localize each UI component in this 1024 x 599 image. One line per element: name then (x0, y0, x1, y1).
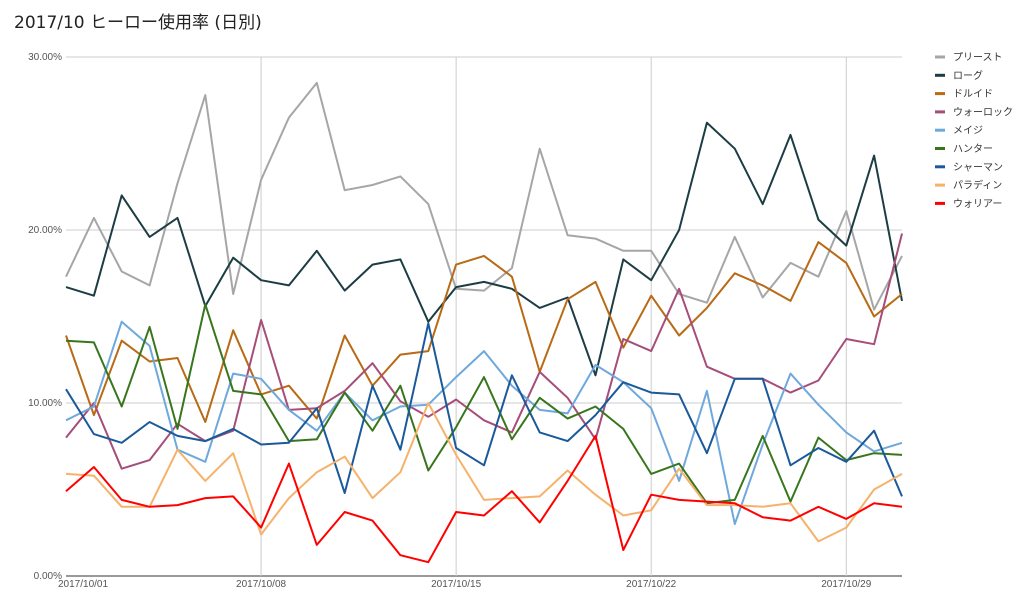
legend-label: ローグ (953, 69, 983, 82)
series-line-1 (65, 121, 903, 377)
series-line-7 (65, 402, 903, 543)
legend-label: ウォーロック (953, 106, 1013, 118)
x-tick-label: 2017/10/15 (431, 579, 481, 590)
series-line-6 (65, 322, 903, 497)
series-line-4 (65, 320, 903, 526)
y-tick-label: 20.00% (28, 225, 62, 236)
x-tick-label: 2017/10/22 (626, 579, 676, 590)
x-tick-label: 2017/10/29 (821, 579, 871, 590)
series-line-8 (65, 434, 903, 564)
legend-label: シャーマン (953, 162, 1003, 173)
chart-title: 2017/10 ヒーロー使用率 (日別) (14, 13, 262, 33)
legend-label: プリースト (953, 52, 1003, 64)
x-tick-label: 2017/10/01 (58, 579, 108, 590)
y-tick-label: 0.00% (34, 571, 62, 582)
legend-label: ハンター (953, 143, 993, 155)
gridlines (66, 56, 902, 577)
x-tick-label: 2017/10/08 (236, 579, 286, 590)
series-line-2 (65, 241, 903, 423)
legend-label: メイジ (953, 126, 983, 137)
series-lines (65, 81, 903, 564)
series-line-0 (65, 81, 903, 311)
series-line-5 (65, 303, 903, 505)
legend-label: ウォリアー (953, 198, 1002, 210)
legend-label: ドルイド (953, 89, 993, 100)
y-tick-label: 10.00% (28, 398, 62, 409)
axis-ticks: 0.00% 10.00% 20.00% 30.00% 2017/10/01 2017/10… (28, 52, 872, 590)
y-tick-label: 30.00% (28, 52, 62, 63)
legend-label: パラディン (953, 179, 1002, 192)
